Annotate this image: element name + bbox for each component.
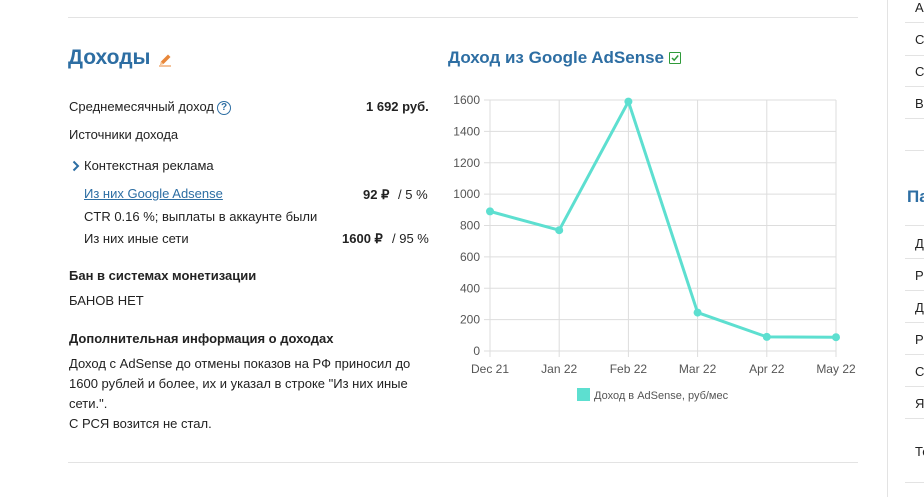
sidebar-row-divider bbox=[905, 290, 924, 291]
sidebar-row-divider bbox=[905, 418, 924, 419]
sidebar-row-divider bbox=[905, 118, 924, 119]
data-point bbox=[486, 207, 494, 216]
y-tick-label: 1200 bbox=[453, 156, 480, 170]
adsense-percent: / 5 % bbox=[398, 187, 428, 202]
adsense-link[interactable]: Из них Google Adsense bbox=[84, 186, 223, 201]
income-title: Доходы bbox=[68, 46, 151, 69]
x-tick-label: Jan 22 bbox=[541, 362, 577, 376]
top-divider bbox=[68, 17, 858, 18]
sidebar-row-text: Д bbox=[915, 300, 924, 315]
x-tick-label: May 22 bbox=[816, 362, 856, 376]
sidebar-row-text: Р bbox=[915, 332, 924, 347]
avg-income-label-text: Среднемесячный доход bbox=[69, 99, 214, 114]
chevron-right-icon[interactable] bbox=[72, 160, 80, 172]
sidebar-row-divider bbox=[905, 86, 924, 87]
y-tick-label: 600 bbox=[460, 250, 480, 264]
x-tick-label: Mar 22 bbox=[679, 362, 717, 376]
sidebar-row-text: С bbox=[915, 64, 924, 79]
sidebar-row-divider bbox=[905, 322, 924, 323]
sidebar-row-divider bbox=[905, 386, 924, 387]
data-point bbox=[555, 226, 564, 235]
y-tick-label: 400 bbox=[460, 281, 480, 295]
avg-income-value: 1 692 руб. bbox=[366, 99, 429, 114]
legend-label: Доход в AdSense, руб/мес bbox=[594, 390, 729, 402]
data-point bbox=[762, 332, 771, 341]
series-line bbox=[489, 100, 837, 339]
sidebar-row-text: Я bbox=[915, 396, 924, 411]
context-ads-label[interactable]: Контекстная реклама bbox=[84, 158, 214, 173]
avg-income-label: Среднемесячный доход? bbox=[69, 99, 231, 115]
data-point bbox=[624, 97, 633, 106]
y-tick-label: 1400 bbox=[453, 124, 480, 138]
pencil-edit-icon[interactable] bbox=[157, 52, 173, 68]
y-tick-label: 800 bbox=[460, 219, 480, 233]
sidebar-row-text: С bbox=[915, 364, 924, 379]
sidebar-border bbox=[887, 0, 888, 497]
x-tick-label: Feb 22 bbox=[610, 362, 648, 376]
ban-title: Бан в системах монетизации bbox=[69, 268, 257, 283]
data-point bbox=[832, 333, 840, 342]
sidebar-row-text: В bbox=[915, 96, 924, 111]
sidebar-row-divider bbox=[905, 258, 924, 259]
income-sources-label: Источники дохода bbox=[69, 127, 179, 142]
bottom-divider bbox=[68, 462, 858, 463]
data-point bbox=[693, 308, 702, 317]
extra-info-line: 1600 рублей и более, их и указал в строк… bbox=[69, 376, 408, 391]
other-networks-percent: / 95 % bbox=[392, 231, 429, 246]
sidebar-row-divider bbox=[905, 482, 924, 483]
legend-swatch bbox=[577, 388, 590, 401]
extra-info-title: Дополнительная информация о доходах bbox=[69, 331, 334, 346]
sidebar-row-divider bbox=[905, 22, 924, 23]
sidebar-row-divider bbox=[905, 55, 924, 56]
sidebar-row-text: С bbox=[915, 32, 924, 47]
other-networks-label: Из них иные сети bbox=[84, 231, 189, 246]
sidebar-row-text: Те bbox=[915, 444, 924, 459]
sidebar-section-title: Па bbox=[907, 187, 924, 206]
sidebar-row-text: А bbox=[915, 0, 924, 15]
other-networks-amount: 1600 ₽ bbox=[342, 231, 383, 246]
ctr-info: CTR 0.16 %; выплаты в аккаунте были bbox=[84, 209, 318, 224]
y-tick-label: 1600 bbox=[453, 93, 480, 107]
x-tick-label: Dec 21 bbox=[471, 362, 509, 376]
extra-info-line: сети.". bbox=[69, 396, 108, 411]
adsense-income-chart: 0 200 400 600 800 1000 1200 1400 1600 Dec 21 Jan 2… bbox=[453, 93, 856, 402]
sidebar-row-text: Д bbox=[915, 236, 924, 251]
extra-info-line: Доход с AdSense до отмены показов на РФ … bbox=[69, 356, 411, 371]
y-tick-label: 1000 bbox=[453, 187, 480, 201]
checkbox-checked-icon bbox=[669, 52, 681, 64]
x-tick-label: Apr 22 bbox=[749, 362, 785, 376]
sidebar-row-text: Р bbox=[915, 268, 924, 283]
sidebar-row-divider bbox=[905, 354, 924, 355]
sidebar-block-divider bbox=[905, 150, 924, 151]
adsense-chart-title: Доход из Google AdSense bbox=[448, 48, 665, 67]
y-tick-label: 200 bbox=[460, 313, 480, 327]
ban-value: БАНОВ НЕТ bbox=[69, 293, 144, 308]
question-icon[interactable]: ? bbox=[217, 101, 231, 115]
sidebar-row-divider bbox=[905, 225, 924, 226]
y-tick-label: 0 bbox=[473, 344, 480, 358]
adsense-amount: 92 ₽ bbox=[363, 187, 390, 202]
extra-info-line: С РСЯ возится не стал. bbox=[69, 416, 212, 431]
